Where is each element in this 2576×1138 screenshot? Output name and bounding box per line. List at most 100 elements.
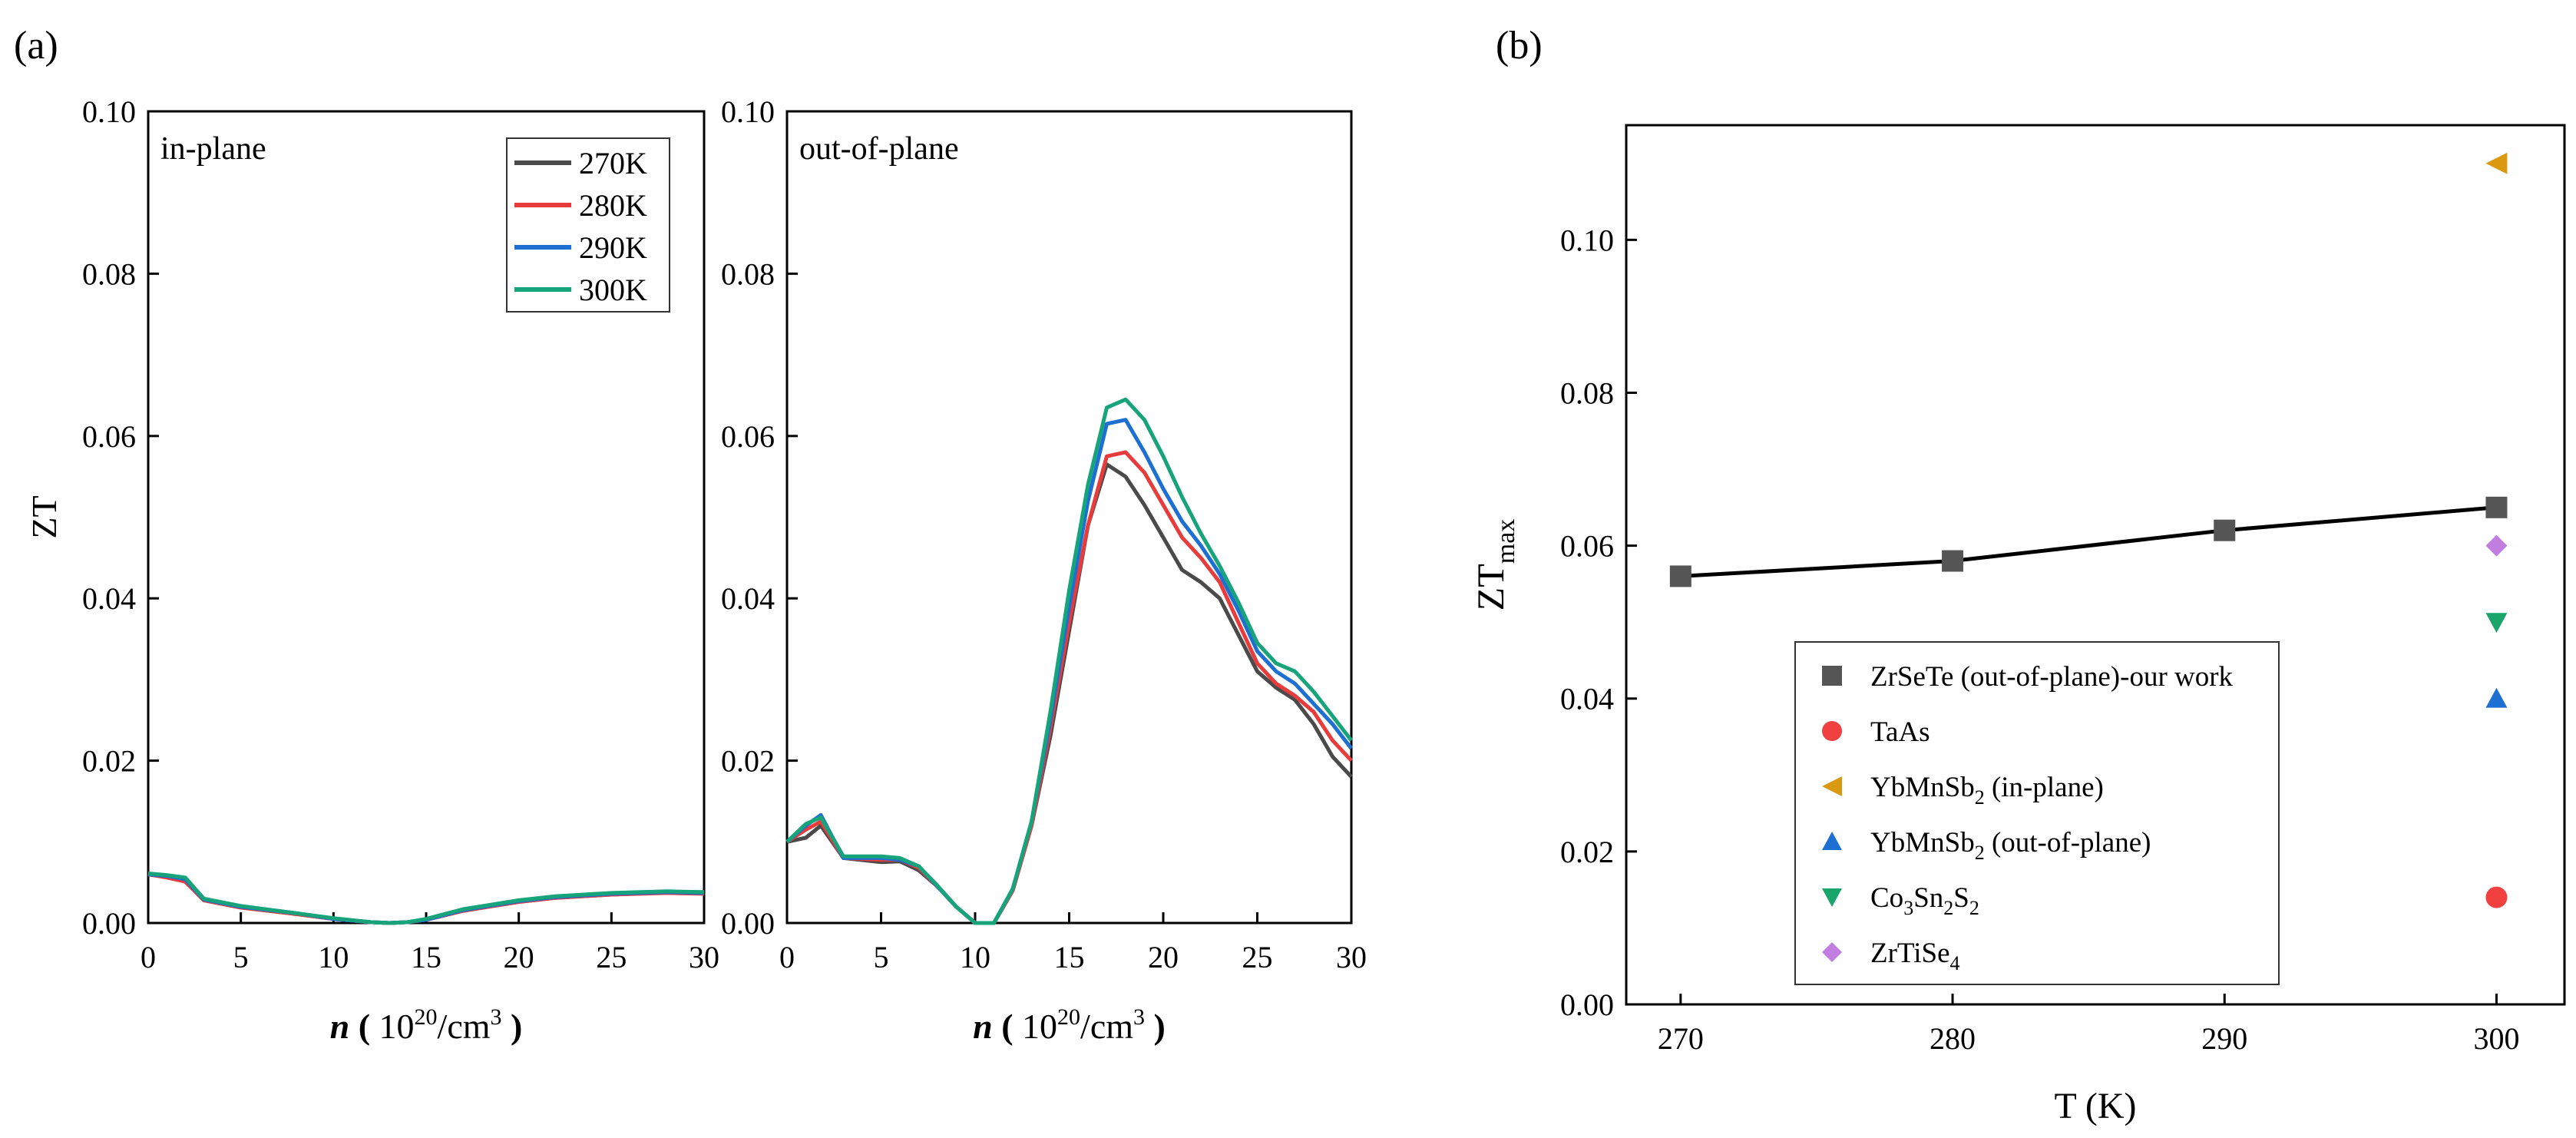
legend-marker: [1822, 776, 1842, 796]
x-tick-label: 5: [874, 940, 889, 974]
y-tick-label: 0.08: [721, 256, 775, 291]
legend-label-subscript: 2: [1969, 897, 1979, 919]
series-line-zrsete: [1680, 505, 2497, 578]
data-point-triangle-left: [2485, 152, 2508, 174]
y-tick-label: 0.08: [82, 256, 136, 291]
y-tick-label: 0.10: [82, 94, 136, 129]
y-tick-label: 0.08: [1560, 375, 1614, 410]
y-tick-label: 0.10: [1560, 223, 1614, 257]
legend-label-subscript: 2: [1943, 897, 1953, 919]
series-line-280K: [785, 450, 1353, 925]
x-axis-label-unit: /cm: [1080, 1007, 1133, 1046]
legend-box: [1794, 641, 2280, 985]
legend-marker: [1822, 666, 1842, 686]
legend-marker: [1822, 721, 1842, 741]
y-tick-label: 0.02: [1560, 835, 1614, 869]
legend-label-text: ZrTiSe: [1870, 938, 1950, 969]
x-axis-label-paren: (: [349, 1007, 379, 1046]
x-axis-label-exponent: 20: [415, 1004, 438, 1030]
x-axis-label-base: 10: [1022, 1007, 1057, 1046]
y-tick-label: 0.06: [82, 419, 136, 454]
legend-marker: [1822, 942, 1842, 962]
y-axis-label: ZTmax: [1469, 519, 1520, 611]
legend-label-subscript: 2: [1975, 786, 1985, 809]
data-point-circle: [2485, 886, 2508, 908]
x-tick-label: 0: [779, 940, 795, 974]
x-axis-label: T (K): [2054, 1086, 2136, 1126]
x-tick-label: 0: [141, 940, 156, 974]
panel-label-a: (a): [14, 24, 58, 68]
legend-label-text: Co: [1870, 882, 1903, 914]
x-tick-label: 30: [1336, 940, 1367, 974]
x-tick-label: 270: [1658, 1021, 1704, 1056]
series-line-300K: [785, 397, 1353, 925]
x-tick-label: 25: [1242, 940, 1273, 974]
legend-label: 300K: [579, 273, 647, 307]
data-point-square: [1942, 550, 1964, 572]
y-tick-label: 0.02: [82, 744, 136, 779]
x-axis-label-unit-exponent: 3: [491, 1004, 502, 1030]
data-point-square: [2214, 519, 2236, 541]
x-tick-label: 300: [2473, 1021, 2519, 1056]
legend-label-text: S: [1953, 882, 1969, 914]
legend-label-subscript: 3: [1903, 897, 1913, 919]
x-tick-label: 10: [318, 940, 349, 974]
plot-frame: [1625, 124, 2566, 1006]
legend-label: ZrTiSe4: [1870, 938, 1960, 974]
legend-label-subscript: 4: [1950, 952, 1960, 974]
x-axis-label-unit-exponent: 3: [1133, 1004, 1145, 1030]
y-axis-label: ZT: [25, 495, 64, 538]
x-axis-label: n ( 1020/cm3 ): [330, 1004, 523, 1046]
y-tick-label: 0.00: [721, 906, 775, 941]
data-point-square: [1669, 565, 1691, 587]
x-tick-label: 15: [411, 940, 441, 974]
x-tick-label: 15: [1054, 940, 1085, 974]
y-tick-label: 0.00: [82, 906, 136, 941]
plot-frame: [785, 110, 1353, 925]
zt-max-vs-temperature-chart: 270 280 290 300 0.00 0.02 0.04 0.06 0.08 0.10 T (K…: [1469, 124, 2566, 1126]
out-of-plane-chart: 0 5 10 15 20 25 30 0.00 0.02 0.04 0.06 0.08 0.10 out-…: [721, 94, 1367, 1046]
series-line-270K: [786, 462, 1353, 925]
legend-marker: [1822, 888, 1842, 907]
legend-label-subscript: 2: [1975, 842, 1985, 864]
y-tick-label: 0.02: [721, 744, 775, 779]
x-tick-label: 20: [504, 940, 534, 974]
y-axis-label-subscript: max: [1492, 519, 1520, 564]
legend-label: 290K: [579, 230, 647, 265]
x-axis-label-base: 10: [379, 1007, 415, 1046]
legend-label: YbMnSb2 (in-plane): [1870, 772, 2104, 809]
legend-label-text: (out-of-plane): [1985, 827, 2151, 858]
legend-label: 280K: [579, 188, 647, 223]
y-tick-label: 0.06: [1560, 529, 1614, 564]
legend-label-text: YbMnSb: [1870, 827, 1975, 858]
x-axis-label-symbol: n: [330, 1007, 350, 1046]
legend-label-text: YbMnSb: [1870, 772, 1975, 803]
legend-box: [506, 137, 670, 313]
legend-label: YbMnSb2 (out-of-plane): [1870, 827, 2151, 864]
x-tick-label: 290: [2201, 1021, 2247, 1056]
legend-label: TaAs: [1870, 716, 1930, 748]
y-tick-label: 0.04: [82, 581, 136, 616]
legend-label: 270K: [579, 146, 647, 180]
data-point-diamond: [2485, 534, 2508, 557]
data-point-triangle-down: [2485, 613, 2508, 634]
panel-label-b: (b): [1496, 24, 1543, 68]
legend-label: Co3Sn2S2: [1870, 882, 1979, 919]
x-axis-label-paren: ): [502, 1007, 523, 1046]
x-axis-label-unit: /cm: [438, 1007, 491, 1046]
series-line-300K: [147, 872, 705, 925]
x-tick-label: 5: [233, 940, 249, 974]
data-point-triangle-up: [2485, 687, 2508, 708]
legend-label: ZrSeTe (out-of-plane)-our work: [1870, 661, 2234, 693]
y-tick-label: 0.04: [1560, 682, 1614, 716]
x-axis-label-symbol: n: [973, 1007, 993, 1046]
x-axis-label-exponent: 20: [1057, 1004, 1080, 1030]
legend-label-text: Sn: [1913, 882, 1943, 914]
y-tick-label: 0.06: [721, 419, 775, 454]
legend-label-text: (in-plane): [1985, 772, 2104, 803]
y-tick-label: 0.00: [1560, 987, 1614, 1022]
x-axis-label-paren: (: [993, 1007, 1022, 1046]
y-tick-label: 0.10: [721, 94, 775, 129]
x-tick-label: 20: [1148, 940, 1179, 974]
